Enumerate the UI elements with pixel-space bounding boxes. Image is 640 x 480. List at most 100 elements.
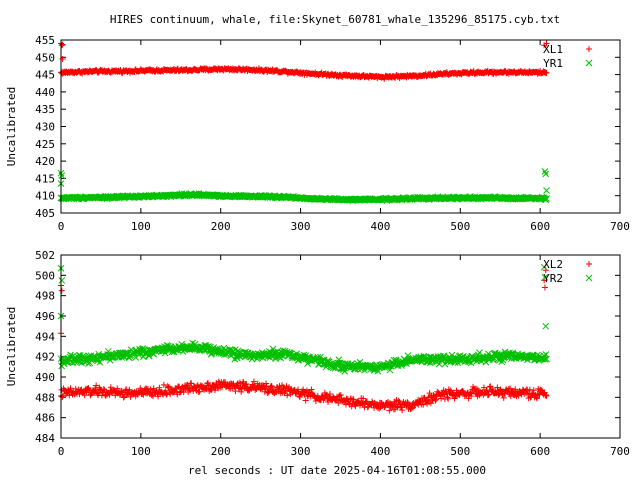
x-tick-label: 200: [211, 220, 231, 233]
legend-label-xl1: XL1: [543, 43, 563, 56]
y-tick-label: 492: [35, 351, 55, 364]
data-point: [126, 386, 133, 393]
data-point: [468, 393, 475, 400]
data-point: [268, 383, 275, 390]
data-point: [517, 390, 524, 397]
x-tick-label: 500: [450, 220, 470, 233]
data-point: [426, 390, 433, 397]
data-point: [188, 380, 195, 387]
data-point: [445, 395, 452, 402]
data-point: [507, 393, 514, 400]
legend-marker-yr1: [585, 59, 593, 67]
y-tick-label: 440: [35, 86, 55, 99]
data-point: [423, 397, 430, 404]
data-point: [270, 349, 278, 356]
data-point: [395, 397, 402, 404]
data-point: [325, 399, 332, 406]
data-point: [291, 387, 298, 394]
data-point: [185, 384, 192, 391]
y-tick-label: 488: [35, 391, 55, 404]
data-point: [242, 381, 249, 388]
data-point: [444, 394, 451, 401]
data-point: [456, 391, 463, 398]
legend-label-yr1: YR1: [543, 57, 563, 70]
data-point: [59, 393, 66, 400]
data-point-outlier: [542, 322, 550, 330]
data-point: [302, 397, 309, 404]
data-point: [284, 392, 291, 399]
y-tick-label: 496: [35, 310, 55, 323]
data-point: [156, 384, 163, 391]
data-point: [261, 388, 268, 395]
x-tick-label: 0: [58, 445, 65, 458]
data-point: [486, 383, 493, 390]
data-point: [67, 385, 74, 392]
data-point: [331, 195, 338, 202]
y-tick-label: 405: [35, 207, 55, 220]
data-point: [389, 402, 396, 409]
data-point: [427, 400, 434, 407]
x-tick-label: 600: [530, 220, 550, 233]
y-tick-label: 425: [35, 138, 55, 151]
data-point: [203, 385, 210, 392]
series-yr2: [57, 263, 550, 375]
x-axis-label: rel seconds : UT date 2025-04-16T01:08:5…: [188, 464, 486, 477]
data-point: [360, 395, 367, 402]
data-point: [480, 384, 487, 391]
y-tick-label: 498: [35, 290, 55, 303]
x-tick-label: 700: [610, 445, 630, 458]
data-point: [543, 195, 550, 202]
data-point: [376, 405, 383, 412]
y-tick-label: 415: [35, 172, 55, 185]
data-point: [250, 378, 257, 385]
data-point: [541, 389, 548, 396]
data-point: [153, 387, 160, 394]
series-xl1: [58, 40, 550, 82]
x-tick-label: 600: [530, 445, 550, 458]
data-point: [149, 393, 156, 400]
data-point: [249, 384, 256, 391]
data-point: [308, 386, 315, 393]
data-point: [196, 388, 203, 395]
data-point: [432, 397, 439, 404]
data-point: [530, 387, 537, 394]
data-point: [533, 395, 540, 402]
data-point: [359, 400, 366, 407]
data-point: [140, 391, 147, 398]
plot-frame: [60, 254, 621, 439]
data-point: [336, 392, 343, 399]
data-point: [93, 382, 100, 389]
data-point: [280, 384, 287, 391]
x-tick-label: 300: [291, 445, 311, 458]
legend-marker-xl1: [586, 46, 592, 52]
data-point: [164, 383, 171, 390]
data-point-outlier: [540, 263, 548, 271]
data-point-outlier: [58, 172, 66, 179]
data-point-outlier: [58, 277, 66, 284]
data-point-outlier: [541, 284, 548, 291]
data-point: [326, 391, 333, 398]
data-point: [489, 385, 496, 392]
data-point: [350, 396, 357, 403]
x-tick-label: 300: [291, 220, 311, 233]
data-point: [263, 380, 270, 387]
data-point: [323, 391, 330, 398]
y-axis-label: Uncalibrated: [5, 307, 18, 386]
legend-label-yr2: YR2: [543, 272, 563, 285]
data-point-outlier: [542, 170, 550, 178]
y-tick-label: 486: [35, 412, 55, 425]
data-point: [88, 391, 95, 398]
data-point: [160, 381, 167, 388]
data-point: [243, 381, 250, 388]
data-point: [127, 393, 134, 400]
x-tick-label: 100: [131, 445, 151, 458]
x-tick-label: 200: [211, 445, 231, 458]
x-tick-label: 400: [370, 220, 390, 233]
y-tick-label: 490: [35, 371, 55, 384]
x-tick-label: 100: [131, 220, 151, 233]
data-point: [162, 387, 169, 394]
data-point: [404, 399, 411, 406]
data-point: [449, 391, 456, 398]
data-point: [386, 366, 394, 374]
